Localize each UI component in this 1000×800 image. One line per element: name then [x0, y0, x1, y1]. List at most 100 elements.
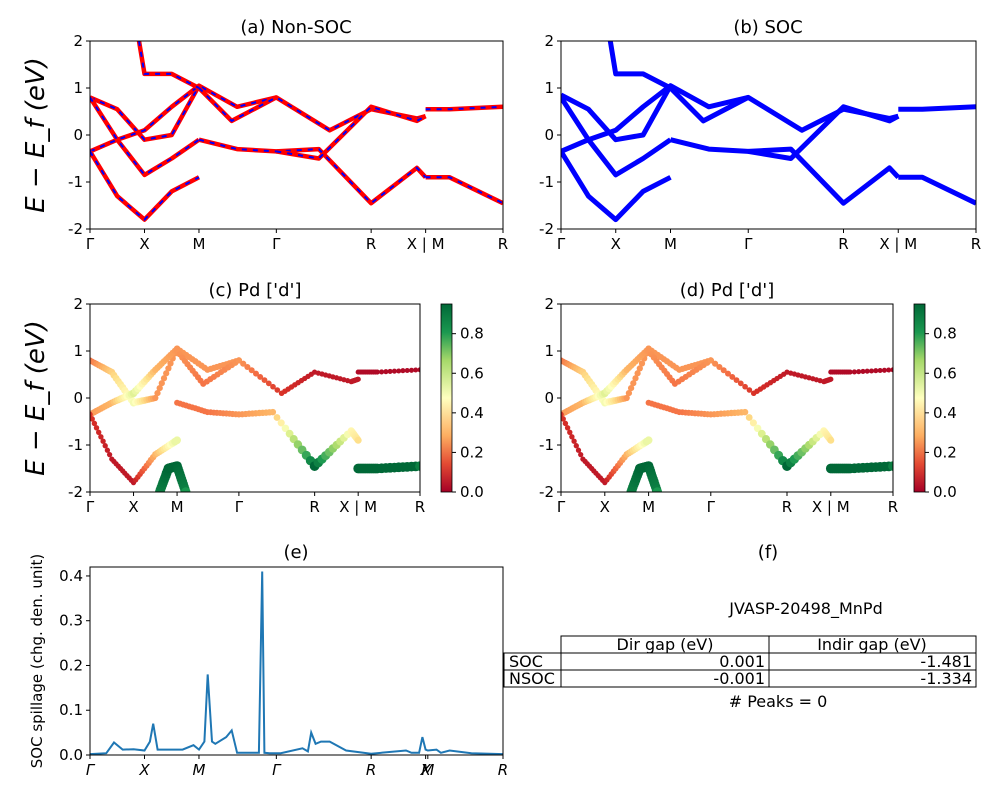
projected-band-point: [98, 434, 104, 440]
panel-c-xtick-label: Γ: [235, 498, 244, 516]
projected-band-point: [387, 368, 393, 374]
panel-e-xtick-label: R: [366, 761, 376, 779]
panel-b-ytick-label: 2: [544, 32, 554, 50]
colorbar-tick-label: 0.4: [933, 404, 957, 422]
panel-d-ytick-label: 2: [544, 295, 554, 313]
panel-b-xtick-label: M: [664, 235, 677, 253]
projected-band-point: [383, 369, 389, 375]
projected-band-point: [265, 380, 272, 387]
panel-b-xtick-label: Γ: [744, 235, 753, 253]
projected-band-point: [100, 438, 106, 444]
projected-band-point: [152, 394, 159, 402]
panel-b-ytick-label: -2: [539, 220, 554, 238]
colorbar-tick-label: 0.2: [460, 443, 484, 461]
panel-a-ylabel: E − E_f (eV): [21, 57, 51, 213]
panel-c-ytick-label: 0: [73, 389, 83, 407]
material-id: JVASP-20498_MnPd: [728, 599, 882, 619]
panel-e-ylabel: SOC spillage (chg. den. unit): [28, 554, 46, 769]
panel-d-ytick-label: -1: [539, 436, 554, 454]
panel-d-plot-area: [561, 345, 893, 492]
nonsoc-band-dash: [425, 105, 503, 111]
colorbar-tick-label: 0.8: [460, 325, 484, 343]
panel-e-ytick-label: 0.1: [59, 701, 83, 719]
projected-band-point: [725, 370, 731, 377]
spillage-line: [90, 571, 503, 755]
projected-band-point: [573, 443, 579, 449]
panel-e-spillage: (e) SOC spillage (chg. den. unit) 0.0 0.1…: [28, 542, 508, 779]
panel-a-ytick-label: 0: [73, 126, 83, 144]
panel-e-xtick-label: M: [192, 761, 205, 779]
projected-band-point: [827, 436, 835, 444]
projected-band-point: [627, 384, 635, 392]
panel-b-xtick-label: R: [971, 235, 981, 253]
projected-band-point: [163, 370, 170, 377]
projected-band-point: [400, 368, 406, 374]
soc-band-line: [561, 96, 672, 178]
panel-a-title: (a) Non-SOC: [240, 17, 351, 38]
panel-e-xtick-label: Γ: [86, 761, 96, 779]
table-row-label-nsoc: NSOC: [509, 669, 555, 688]
projected-band-point: [270, 383, 276, 390]
panel-e-xtick-label: X: [138, 761, 150, 779]
projected-band-point: [877, 367, 883, 374]
projected-band-point: [244, 363, 251, 371]
panel-b-xtick-label: X: [611, 235, 621, 253]
projected-band-point: [860, 368, 866, 374]
projected-band-point: [571, 438, 577, 444]
projected-band-point: [745, 414, 753, 421]
panel-d-ytick-label: 0: [544, 389, 554, 407]
panel-c-ytick-label: -2: [68, 483, 83, 501]
projected-band-point: [379, 369, 385, 375]
panel-c-plot-area: [90, 345, 420, 492]
panel-d-xtick-label: Γ: [557, 498, 566, 516]
panel-f-gap-table: (f) JVASP-20498_MnPd Dir gap (eV) Indir …: [503, 542, 977, 711]
projected-band-point: [90, 416, 95, 422]
panel-c-colorbar: 0.0 0.2 0.4 0.6 0.8: [440, 303, 484, 501]
projected-band-point: [374, 369, 380, 375]
projected-band-point: [851, 369, 857, 375]
projected-band-point: [737, 380, 744, 387]
projected-band-point: [746, 387, 753, 393]
nonsoc-band-dash: [425, 176, 503, 205]
projected-band-point: [562, 420, 569, 427]
projected-band-point: [561, 416, 566, 422]
projected-band-point: [273, 414, 281, 421]
projected-band-point: [564, 425, 571, 431]
projected-band-point: [578, 451, 584, 458]
panel-e-ytick-label: 0.2: [59, 656, 83, 674]
projected-band-point: [158, 380, 165, 387]
panel-b-xtick-label: X | M: [879, 235, 917, 253]
projected-band-point: [154, 389, 161, 397]
panel-b-ytick-label: 1: [544, 79, 554, 97]
projected-band-point: [248, 367, 255, 374]
projected-band-point: [274, 387, 281, 393]
projected-band-point: [104, 447, 111, 453]
projected-band-point: [873, 368, 879, 374]
panel-c-xtick-label: R: [415, 498, 425, 516]
projected-band-point: [888, 461, 893, 471]
projected-band-point: [890, 367, 893, 373]
projected-band-point: [156, 384, 163, 392]
panel-a-frame: [89, 40, 504, 230]
panel-d-colorbar: 0.0 0.2 0.4 0.6 0.8: [913, 303, 957, 501]
colorbar-tick-label: 0.0: [460, 483, 484, 501]
projected-band-point: [575, 447, 582, 453]
projected-band-point: [733, 377, 740, 383]
gap-table: Dir gap (eV) Indir gap (eV) SOC 0.001 -1…: [503, 635, 977, 688]
nonsoc-band-dash: [138, 41, 200, 89]
projected-band-point: [625, 389, 633, 397]
panel-c-ylabel: E − E_f (eV): [21, 320, 51, 476]
projected-band-point: [235, 357, 243, 364]
panel-b-plot-area: [561, 41, 976, 223]
panel-e-plot-area: [90, 571, 503, 755]
table-cell-soc-dir: 0.001: [719, 652, 765, 671]
panel-a-xtick-label: X: [139, 235, 149, 253]
panel-e-xtick-label: X: [419, 761, 431, 779]
panel-d-ytick-label: -2: [539, 483, 554, 501]
table-row-label-soc: SOC: [509, 652, 543, 671]
projected-band-point: [632, 375, 639, 382]
projected-band-point: [636, 365, 643, 372]
soc-band-line: [898, 104, 976, 112]
projected-band-point: [712, 360, 719, 367]
